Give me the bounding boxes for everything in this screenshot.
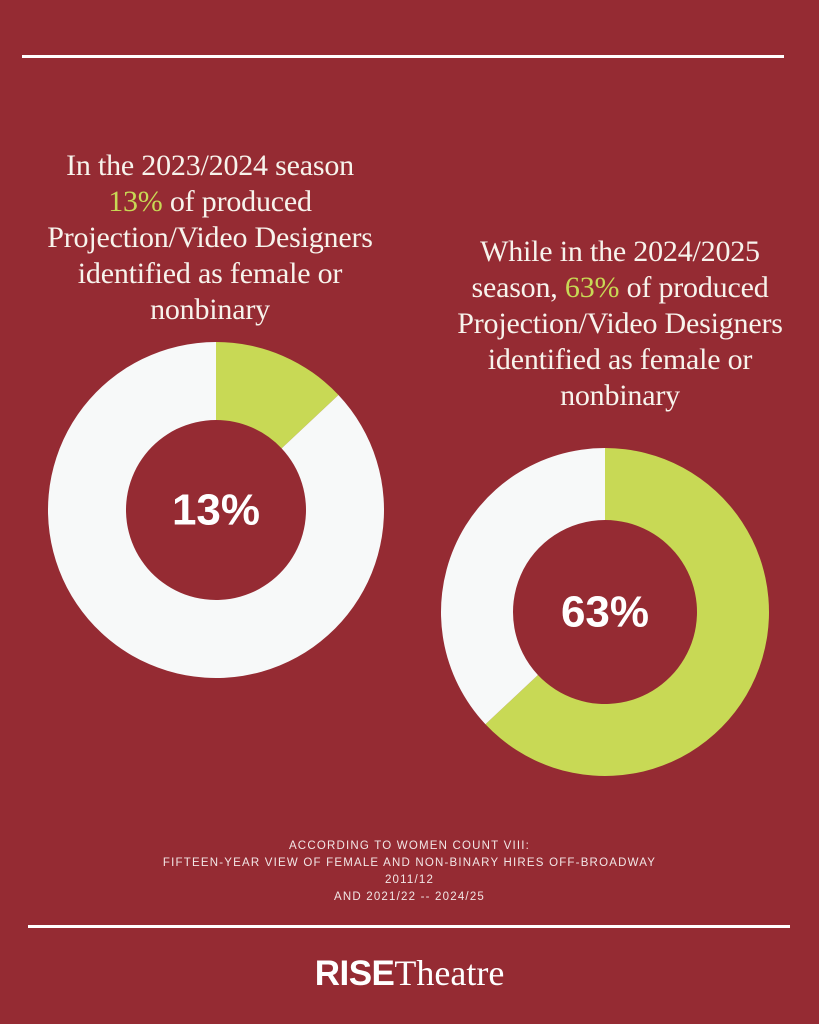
logo-rise: RISE [314, 954, 395, 993]
headline-left-line-5: nonbinary [150, 293, 270, 326]
headline-left-after: of produced [162, 185, 312, 218]
donut-slice-remainder [48, 342, 385, 678]
headline-2024-2025: While in the 2024/2025 season, 63% of pr… [420, 234, 819, 414]
source-line-3: 2011/12 [384, 874, 435, 886]
logo-theatre: Theatre [394, 953, 505, 993]
headline-left-line-4: identified as female or [77, 257, 343, 290]
top-divider [22, 55, 784, 58]
headline-right-accent: 63% [564, 271, 620, 304]
rise-theatre-logo: RISETheatre [0, 950, 819, 997]
donut-slice-female-nonbinary [216, 342, 339, 449]
headline-left-line-2: 13% of produced [10, 184, 410, 220]
donut-center-label: 63% [561, 588, 649, 637]
headline-right-line-1: While in the 2024/2025 [480, 235, 760, 268]
headline-right-line-3: Projection/Video Designers [457, 307, 783, 340]
headline-right-line-4: identified as female or [487, 343, 753, 376]
donut-slice-female-nonbinary [485, 448, 769, 776]
source-line-2: FIFTEEN-YEAR VIEW OF FEMALE AND NON-BINA… [162, 857, 657, 869]
headline-right-after: of produced [619, 271, 769, 304]
headline-2023-2024: In the 2023/2024 season 13% of produced … [10, 148, 410, 328]
headline-right-before: season, [471, 271, 565, 304]
donut-slice-remainder [441, 448, 605, 725]
headline-right-line-5: nonbinary [560, 379, 680, 412]
headline-left-accent: 13% [108, 185, 163, 218]
donut-chart-2024-2025: 63% [441, 448, 769, 776]
bottom-divider [28, 925, 790, 928]
source-note: ACCORDING TO WOMEN COUNT VIII: FIFTEEN-Y… [0, 838, 819, 906]
headline-left-line-1: In the 2023/2024 season [66, 149, 354, 182]
source-line-4: AND 2021/22 -- 2024/25 [333, 891, 486, 903]
headline-left-line-3: Projection/Video Designers [47, 221, 373, 254]
headline-right-line-2: season, 63% of produced [420, 270, 819, 306]
source-line-1: ACCORDING TO WOMEN COUNT VIII: [288, 840, 531, 852]
donut-center-label: 13% [172, 486, 260, 535]
donut-chart-2023-2024: 13% [48, 342, 385, 678]
